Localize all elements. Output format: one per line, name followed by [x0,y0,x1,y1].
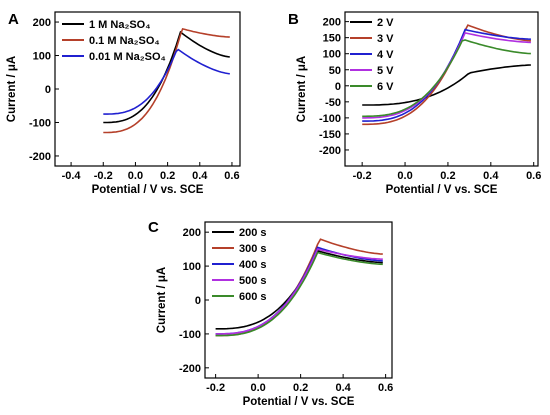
y-axis-label: Current / μA [296,56,308,122]
y-tick-label: -200 [179,363,201,375]
series-line-4 [362,39,531,118]
x-tick-label: 0.0 [250,382,265,394]
legend: 200 s 300 s 400 s 500 s 600 s [212,227,267,303]
x-tick-label: -0.2 [206,382,225,394]
y-tick-label: -100 [179,329,201,341]
series-line-3 [215,248,383,335]
panel-C: -0.2 0.0 0.2 0.4 0.6 -200 -100 0 100 200 Potential… [148,219,393,408]
y-tick-label: -100 [29,117,51,129]
legend-entry: 3 V [377,33,394,45]
legend-entry: 300 s [239,243,267,255]
legend-entry: 6 V [377,81,394,93]
y-tick-label: 0 [45,84,51,96]
series-line-2 [103,48,230,115]
y-tick-label: 50 [329,65,341,77]
x-tick-label: 0.2 [440,170,455,182]
y-tick-label: 150 [323,33,341,45]
legend-entry: 0.1 M Na₂SO₄ [89,35,160,47]
x-tick-label: -0.2 [94,170,113,182]
x-tick-label: 0.0 [397,170,412,182]
panel-label: C [148,219,159,236]
series-line-0 [362,64,531,106]
y-tick-label: 0 [335,81,341,93]
legend-entry: 1 M Na₂SO₄ [89,19,150,31]
x-tick-label: 0.6 [378,382,393,394]
panel-B: -0.2 0.0 0.2 0.4 0.6 -200 -150 -100 -50 0 50 100 150… [288,11,541,196]
legend-entry: 4 V [377,49,394,61]
x-tick-label: 0.2 [160,170,175,182]
x-tick-label: 0.2 [293,382,308,394]
x-tick-label: -0.4 [62,170,82,182]
y-tick-label: -50 [325,97,341,109]
plot-frame [344,11,539,167]
y-tick-label: 100 [183,261,201,273]
y-axis-label: Current / μA [6,56,18,122]
plot-frame [204,221,393,379]
legend: 1 M Na₂SO₄ 0.1 M Na₂SO₄ 0.01 M Na₂SO₄ [62,19,166,63]
x-tick-label: 0.0 [128,170,143,182]
x-axis-label: Potential / V vs. SCE [243,396,355,408]
legend-entry: 2 V [377,17,394,29]
x-tick-label: 0.4 [335,382,351,394]
x-axis-label: Potential / V vs. SCE [386,184,498,196]
y-tick-label: 100 [323,49,341,61]
legend-entry: 0.01 M Na₂SO₄ [89,51,166,63]
x-tick-label: -0.2 [353,170,372,182]
x-tick-label: 0.6 [526,170,541,182]
y-tick-label: 0 [195,295,201,307]
y-tick-label: 200 [33,17,51,29]
y-axis-label: Current / μA [156,267,168,333]
y-tick-label: 100 [33,51,51,63]
legend-entry: 600 s [239,291,267,303]
x-tick-label: 0.4 [483,170,499,182]
panel-label: A [8,11,19,28]
legend-entry: 200 s [239,227,267,239]
y-tick-label: 200 [183,227,201,239]
legend-entry: 400 s [239,259,267,271]
series-line-4 [215,251,383,337]
x-axis-label: Potential / V vs. SCE [92,184,204,196]
series-line-1 [103,27,230,134]
y-tick-label: -200 [319,145,341,157]
panel-label: B [288,11,299,28]
legend-entry: 5 V [377,65,394,77]
y-tick-label: -100 [319,113,341,125]
y-tick-label: -150 [319,129,341,141]
legend-entry: 500 s [239,275,267,287]
y-tick-label: 200 [323,17,341,29]
legend: 2 V 3 V 4 V 5 V 6 V [350,17,394,93]
y-tick-label: -200 [29,151,51,163]
panel-A: -0.4 -0.2 0.0 0.2 0.4 0.6 -200 -100 0 100 200 Poten… [6,11,241,196]
x-tick-label: 0.4 [192,170,208,182]
x-tick-label: 0.6 [224,170,239,182]
